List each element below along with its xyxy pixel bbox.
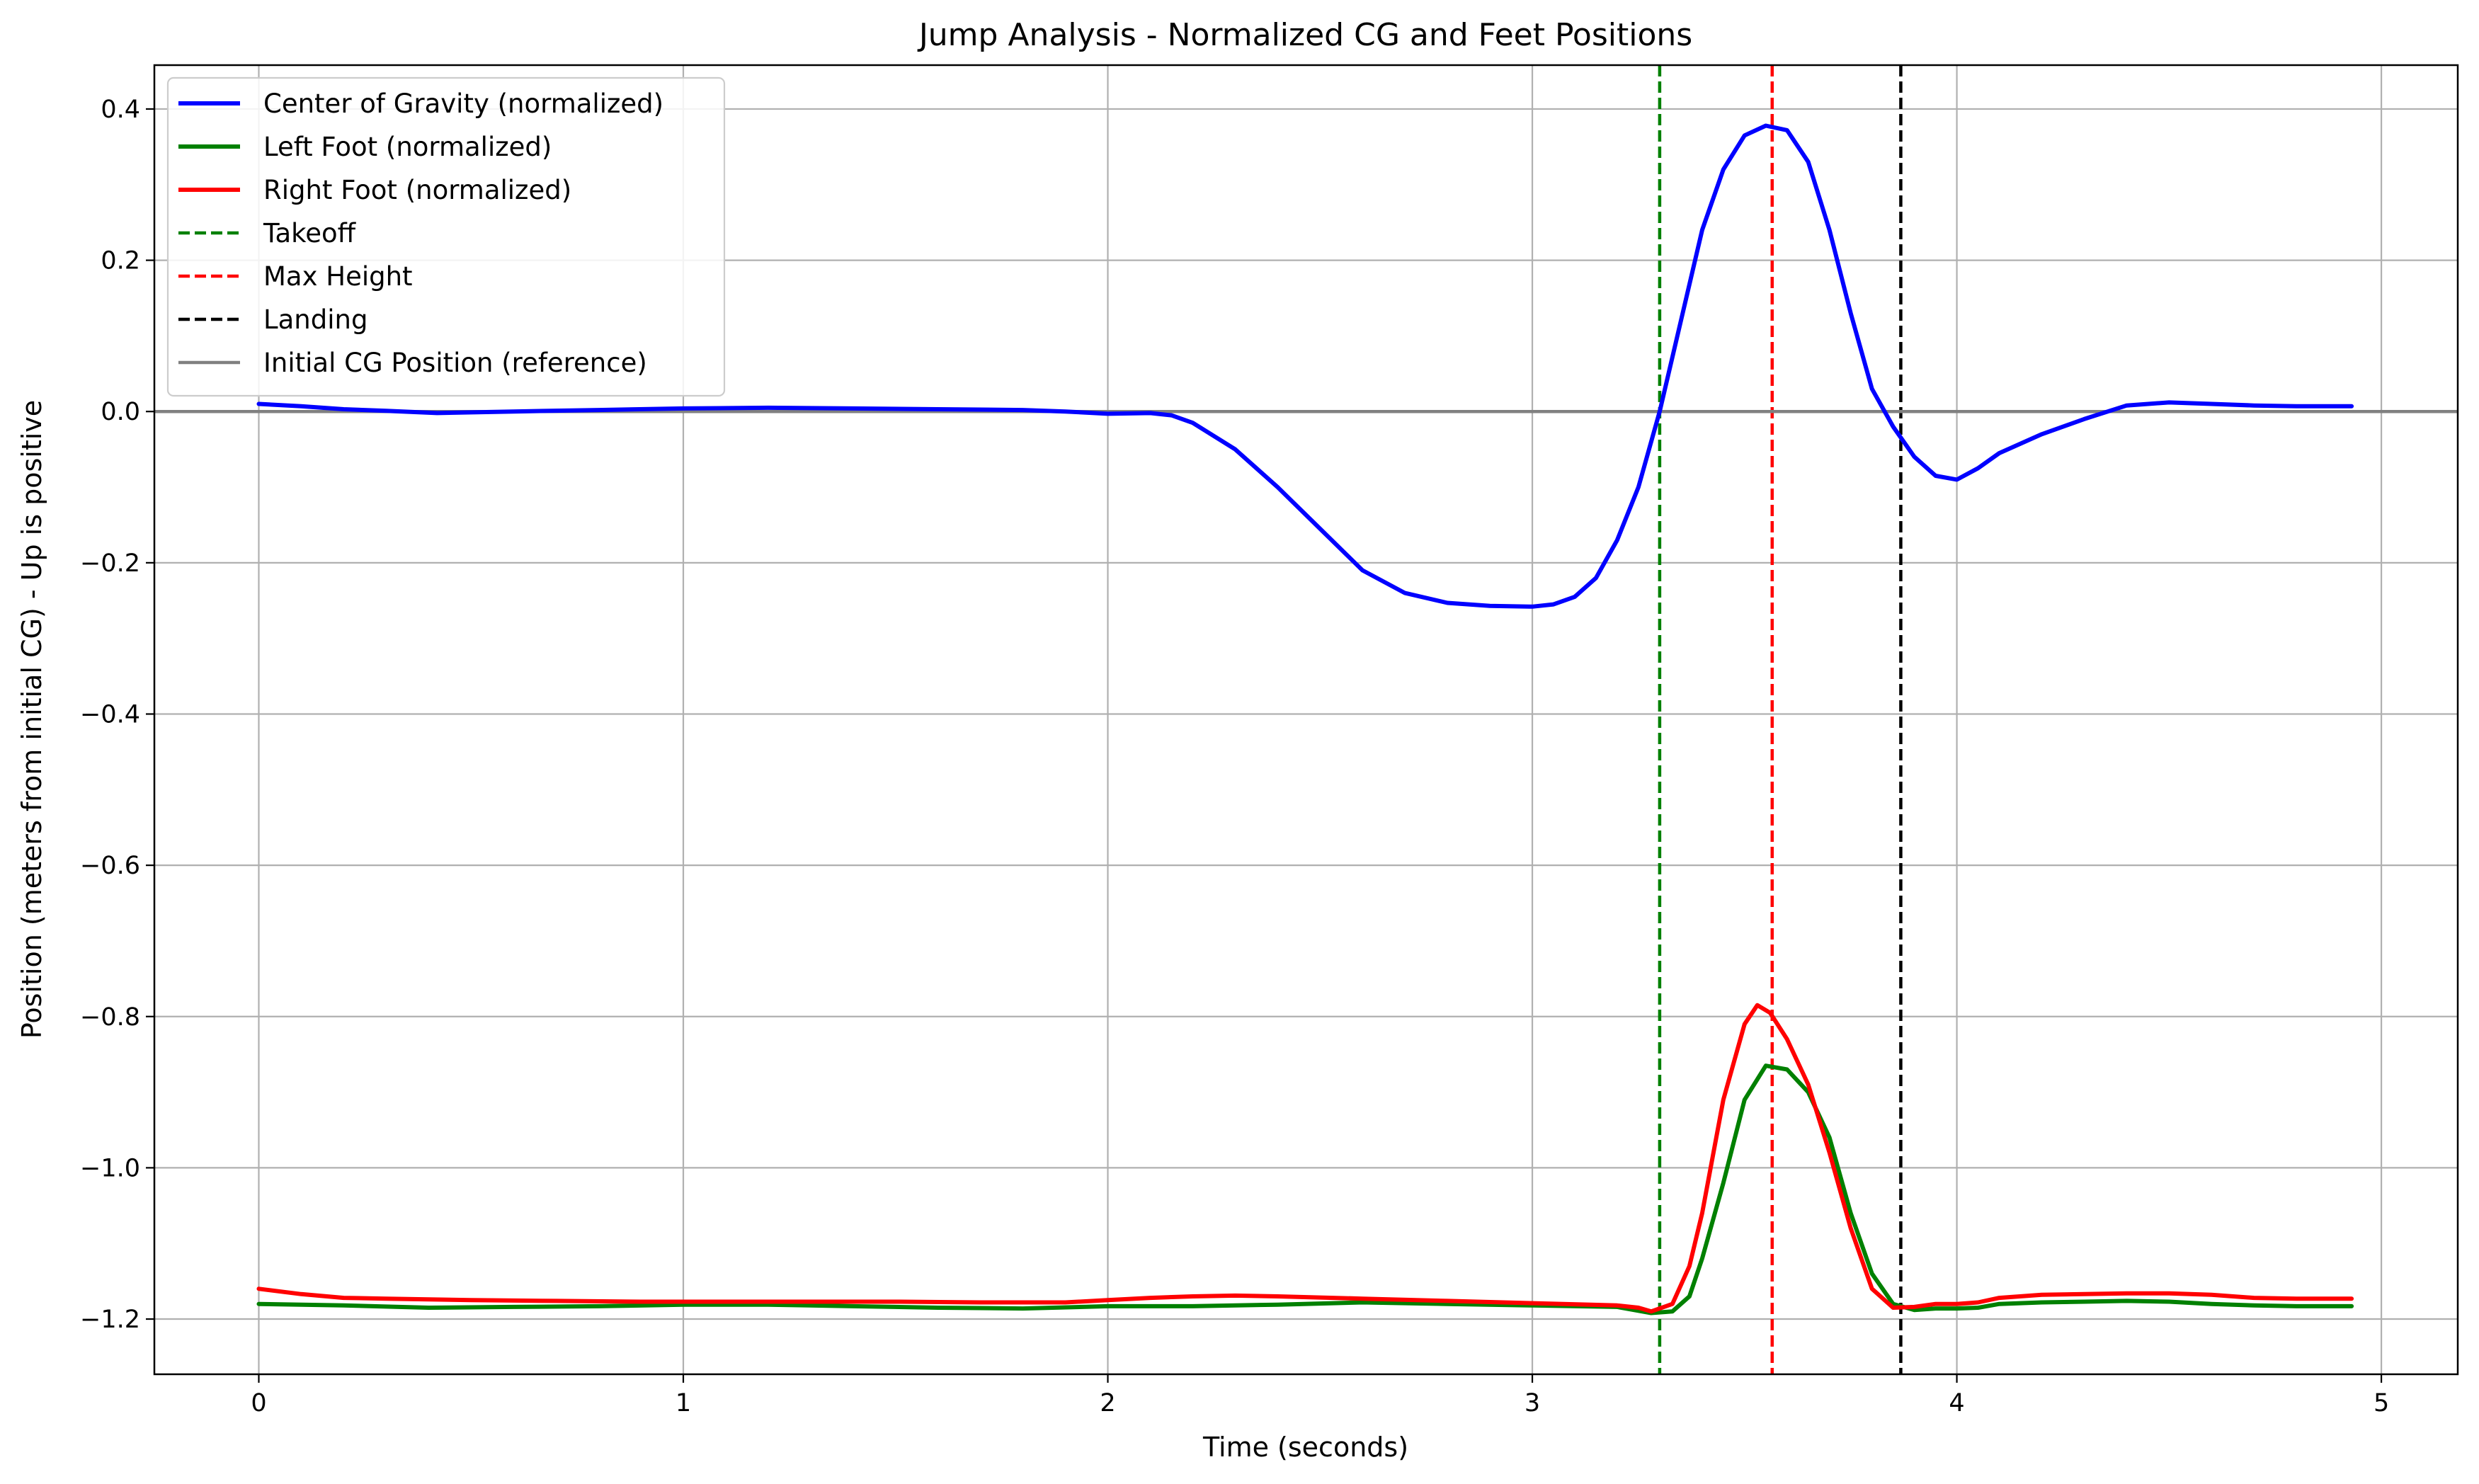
axis-ticks: 0 1 2 3 4 5 0.4 0.2 0.0 −0.2 −0.4 −0.6 −0.8 −1.0 −1.2 <box>80 96 2389 1417</box>
x-tick-label: 5 <box>2373 1389 2389 1417</box>
y-tick-label: 0.0 <box>101 398 140 426</box>
y-tick-label: 0.4 <box>101 96 140 124</box>
plot-frame <box>153 64 2459 1376</box>
series-line-right-foot-normalized <box>256 1003 2354 1314</box>
y-tick-label: −1.0 <box>80 1154 140 1182</box>
grid <box>154 65 2458 1374</box>
legend-label-center-of-gravity-normalized: Center of Gravity (normalized) <box>263 89 663 119</box>
x-tick-label: 2 <box>1100 1389 1115 1417</box>
legend-label-left-foot-normalized: Left Foot (normalized) <box>263 132 552 162</box>
y-axis-label: Position (meters from initial CG) - Up i… <box>16 400 47 1039</box>
y-tick-label: 0.2 <box>101 247 140 275</box>
series-line-left-foot-normalized <box>256 1063 2354 1315</box>
x-axis-label: Time (seconds) <box>1202 1432 1408 1463</box>
y-tick-label: −0.6 <box>80 852 140 880</box>
chart-title: Jump Analysis - Normalized CG and Feet P… <box>917 17 1692 53</box>
legend-box <box>166 76 726 397</box>
x-tick-label: 3 <box>1525 1389 1540 1417</box>
x-tick-label: 1 <box>676 1389 691 1417</box>
y-tick-label: −0.2 <box>80 549 140 578</box>
legend-label-initial-cg-position-reference: Initial CG Position (reference) <box>263 348 647 378</box>
legend-label-landing: Landing <box>263 304 367 335</box>
y-tick-label: −0.8 <box>80 1003 140 1032</box>
y-tick-label: −1.2 <box>80 1306 140 1334</box>
x-tick-label: 0 <box>251 1389 266 1417</box>
series-line-center-of-gravity-normalized <box>256 123 2354 609</box>
series-lines <box>256 123 2354 1315</box>
legend-label-takeoff: Takeoff <box>263 218 357 249</box>
legend: Center of Gravity (normalized) Left Foot … <box>166 76 726 397</box>
legend-label-right-foot-normalized: Right Foot (normalized) <box>263 175 571 205</box>
y-tick-label: −0.4 <box>80 700 140 729</box>
x-tick-label: 4 <box>1949 1389 1964 1417</box>
legend-label-max-height: Max Height <box>263 261 413 292</box>
